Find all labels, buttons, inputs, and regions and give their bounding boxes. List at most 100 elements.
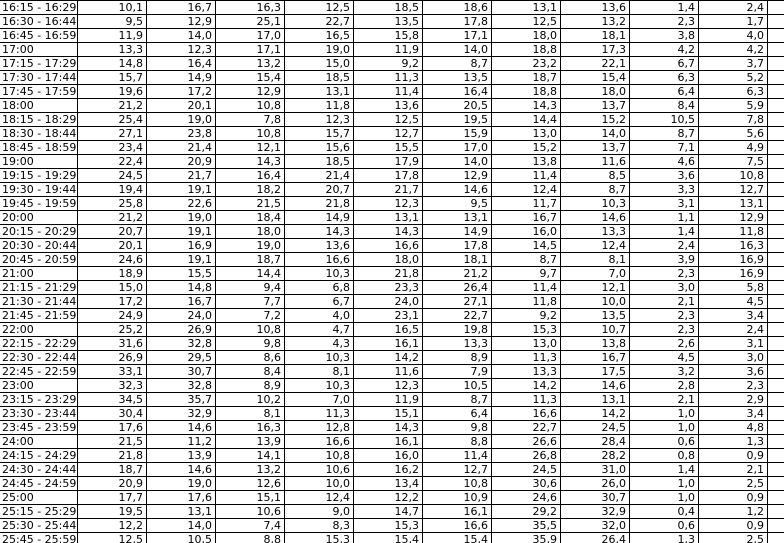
cell-time-label[interactable]: 25:45 - 25:59 [0,532,78,543]
cell-value[interactable]: 31,6 [77,336,147,351]
cell-value[interactable]: 3,1 [698,336,768,351]
cell-value[interactable]: 12,8 [284,420,354,435]
cell-value[interactable]: 3,1 [629,196,699,211]
cell-value[interactable]: 15,5 [353,140,423,155]
cell-time-label[interactable]: 19:15 - 19:29 [0,168,78,183]
cell-value[interactable]: 15,5 [146,266,216,281]
cell-value[interactable]: 17,7 [77,490,147,505]
cell-time-label[interactable]: 20:00 [0,210,78,225]
cell-value[interactable]: 7,2 [767,378,784,393]
cell-value[interactable]: 14,7 [353,504,423,519]
cell-value[interactable]: 20,5 [422,98,492,113]
cell-value[interactable]: 13,0 [491,126,561,141]
cell-value[interactable]: 8,9 [422,350,492,365]
cell-value[interactable]: 8,7 [629,126,699,141]
cell-value[interactable]: 1,0 [629,406,699,421]
cell-value[interactable]: 12,6 [767,280,784,295]
cell-value[interactable]: 11,9 [353,392,423,407]
cell-value[interactable]: 8,4 [767,126,784,141]
cell-value[interactable]: 15,9 [422,126,492,141]
cell-value[interactable]: 4,2 [698,42,768,57]
cell-time-label[interactable]: 21:00 [0,266,78,281]
cell-value[interactable]: 11,8 [491,294,561,309]
cell-value[interactable]: 0,9 [698,448,768,463]
cell-value[interactable]: 16,4 [422,84,492,99]
cell-value[interactable]: 22,6 [146,196,216,211]
cell-value[interactable]: 24,6 [491,490,561,505]
cell-value[interactable]: 34,5 [77,392,147,407]
cell-value[interactable]: 13,6 [284,238,354,253]
cell-value[interactable]: 11,7 [491,196,561,211]
cell-value[interactable]: 13,2 [215,462,285,477]
cell-value[interactable]: 14,2 [353,350,423,365]
cell-value[interactable]: 11,3 [284,406,354,421]
table-row[interactable]: 19:15 - 19:29 24,5 21,7 16,4 21,4 17,8 12,9 11,… [0,168,784,183]
cell-value[interactable]: 4,6 [629,154,699,169]
cell-value[interactable]: 26,8 [491,448,561,463]
cell-value[interactable]: 4,7 [767,252,784,267]
cell-value[interactable]: 2,8 [629,378,699,393]
cell-value[interactable]: 19,0 [215,238,285,253]
cell-value[interactable]: 16,0 [353,448,423,463]
cell-value[interactable]: 15,4 [422,532,492,543]
cell-value[interactable]: 3,3 [767,448,784,463]
cell-value[interactable]: 10,9 [767,112,784,127]
cell-value[interactable]: 12,3 [353,196,423,211]
cell-time-label[interactable]: 18:15 - 18:29 [0,112,78,127]
cell-value[interactable]: 16,7 [491,210,561,225]
table-row[interactable]: 23:30 - 23:44 30,4 32,9 8,1 11,3 15,1 6,4 16,6 1… [0,406,784,421]
cell-value[interactable]: 20,1 [77,238,147,253]
cell-value[interactable]: 0,9 [698,518,768,533]
cell-value[interactable]: 0,6 [629,518,699,533]
cell-value[interactable]: 10,8 [215,98,285,113]
cell-value[interactable]: 8,9 [215,378,285,393]
cell-value[interactable]: 19,5 [77,504,147,519]
cell-value[interactable]: 12,3 [353,378,423,393]
cell-value[interactable]: 6,7 [284,294,354,309]
table-row[interactable]: 20:30 - 20:44 20,1 16,9 19,0 13,6 16,6 17,8 14,… [0,238,784,253]
cell-value[interactable]: 16,9 [698,252,768,267]
cell-value[interactable]: 14,5 [491,238,561,253]
cell-value[interactable]: 0,8 [629,448,699,463]
cell-value[interactable]: 12,3 [767,42,784,57]
cell-value[interactable]: 3,4 [698,406,768,421]
cell-value[interactable]: 11,4 [491,280,561,295]
cell-value[interactable]: 25,2 [77,322,147,337]
cell-value[interactable]: 21,2 [422,266,492,281]
cell-time-label[interactable]: 16:45 - 16:59 [0,28,78,43]
cell-value[interactable]: 13,1 [284,84,354,99]
cell-value[interactable]: 23,3 [353,280,423,295]
cell-value[interactable]: 8,1 [284,364,354,379]
cell-value[interactable]: 10,5 [767,28,784,43]
cell-value[interactable]: 13,0 [491,336,561,351]
table-row[interactable]: 23:00 32,3 32,8 8,9 10,3 12,3 10,5 14,2 14,6 2,8 2… [0,378,784,393]
cell-value[interactable]: 1,0 [629,476,699,491]
cell-value[interactable]: 35,5 [491,518,561,533]
cell-value[interactable]: 1,3 [629,532,699,543]
cell-value[interactable]: 4,2 [629,42,699,57]
cell-value[interactable]: 13,1 [146,504,216,519]
cell-value[interactable]: 26,4 [422,280,492,295]
table-row[interactable]: 16:15 - 16:29 10,1 16,7 16,3 12,5 18,5 18,6 13,… [0,0,784,15]
cell-value[interactable]: 4,0 [698,28,768,43]
cell-value[interactable]: 10,7 [767,196,784,211]
cell-value[interactable]: 21,7 [146,168,216,183]
cell-value[interactable]: 14,8 [146,280,216,295]
cell-value[interactable]: 12,2 [767,70,784,85]
cell-value[interactable]: 10,8 [215,126,285,141]
cell-value[interactable]: 12,7 [353,126,423,141]
cell-value[interactable]: 17,8 [422,238,492,253]
cell-value[interactable]: 7,4 [215,518,285,533]
cell-value[interactable]: 2,4 [629,238,699,253]
cell-value[interactable]: 8,3 [284,518,354,533]
cell-value[interactable]: 3,9 [629,252,699,267]
cell-value[interactable]: 17,2 [77,294,147,309]
cell-value[interactable]: 26,9 [77,350,147,365]
cell-value[interactable]: 24,0 [146,308,216,323]
table-row[interactable]: 17:00 13,3 12,3 17,1 19,0 11,9 14,0 18,8 17,3 4,2… [0,42,784,57]
cell-value[interactable]: 8,4 [629,98,699,113]
cell-value[interactable]: 14,6 [560,210,630,225]
cell-value[interactable]: 10,8 [215,322,285,337]
cell-value[interactable]: 16,6 [284,434,354,449]
